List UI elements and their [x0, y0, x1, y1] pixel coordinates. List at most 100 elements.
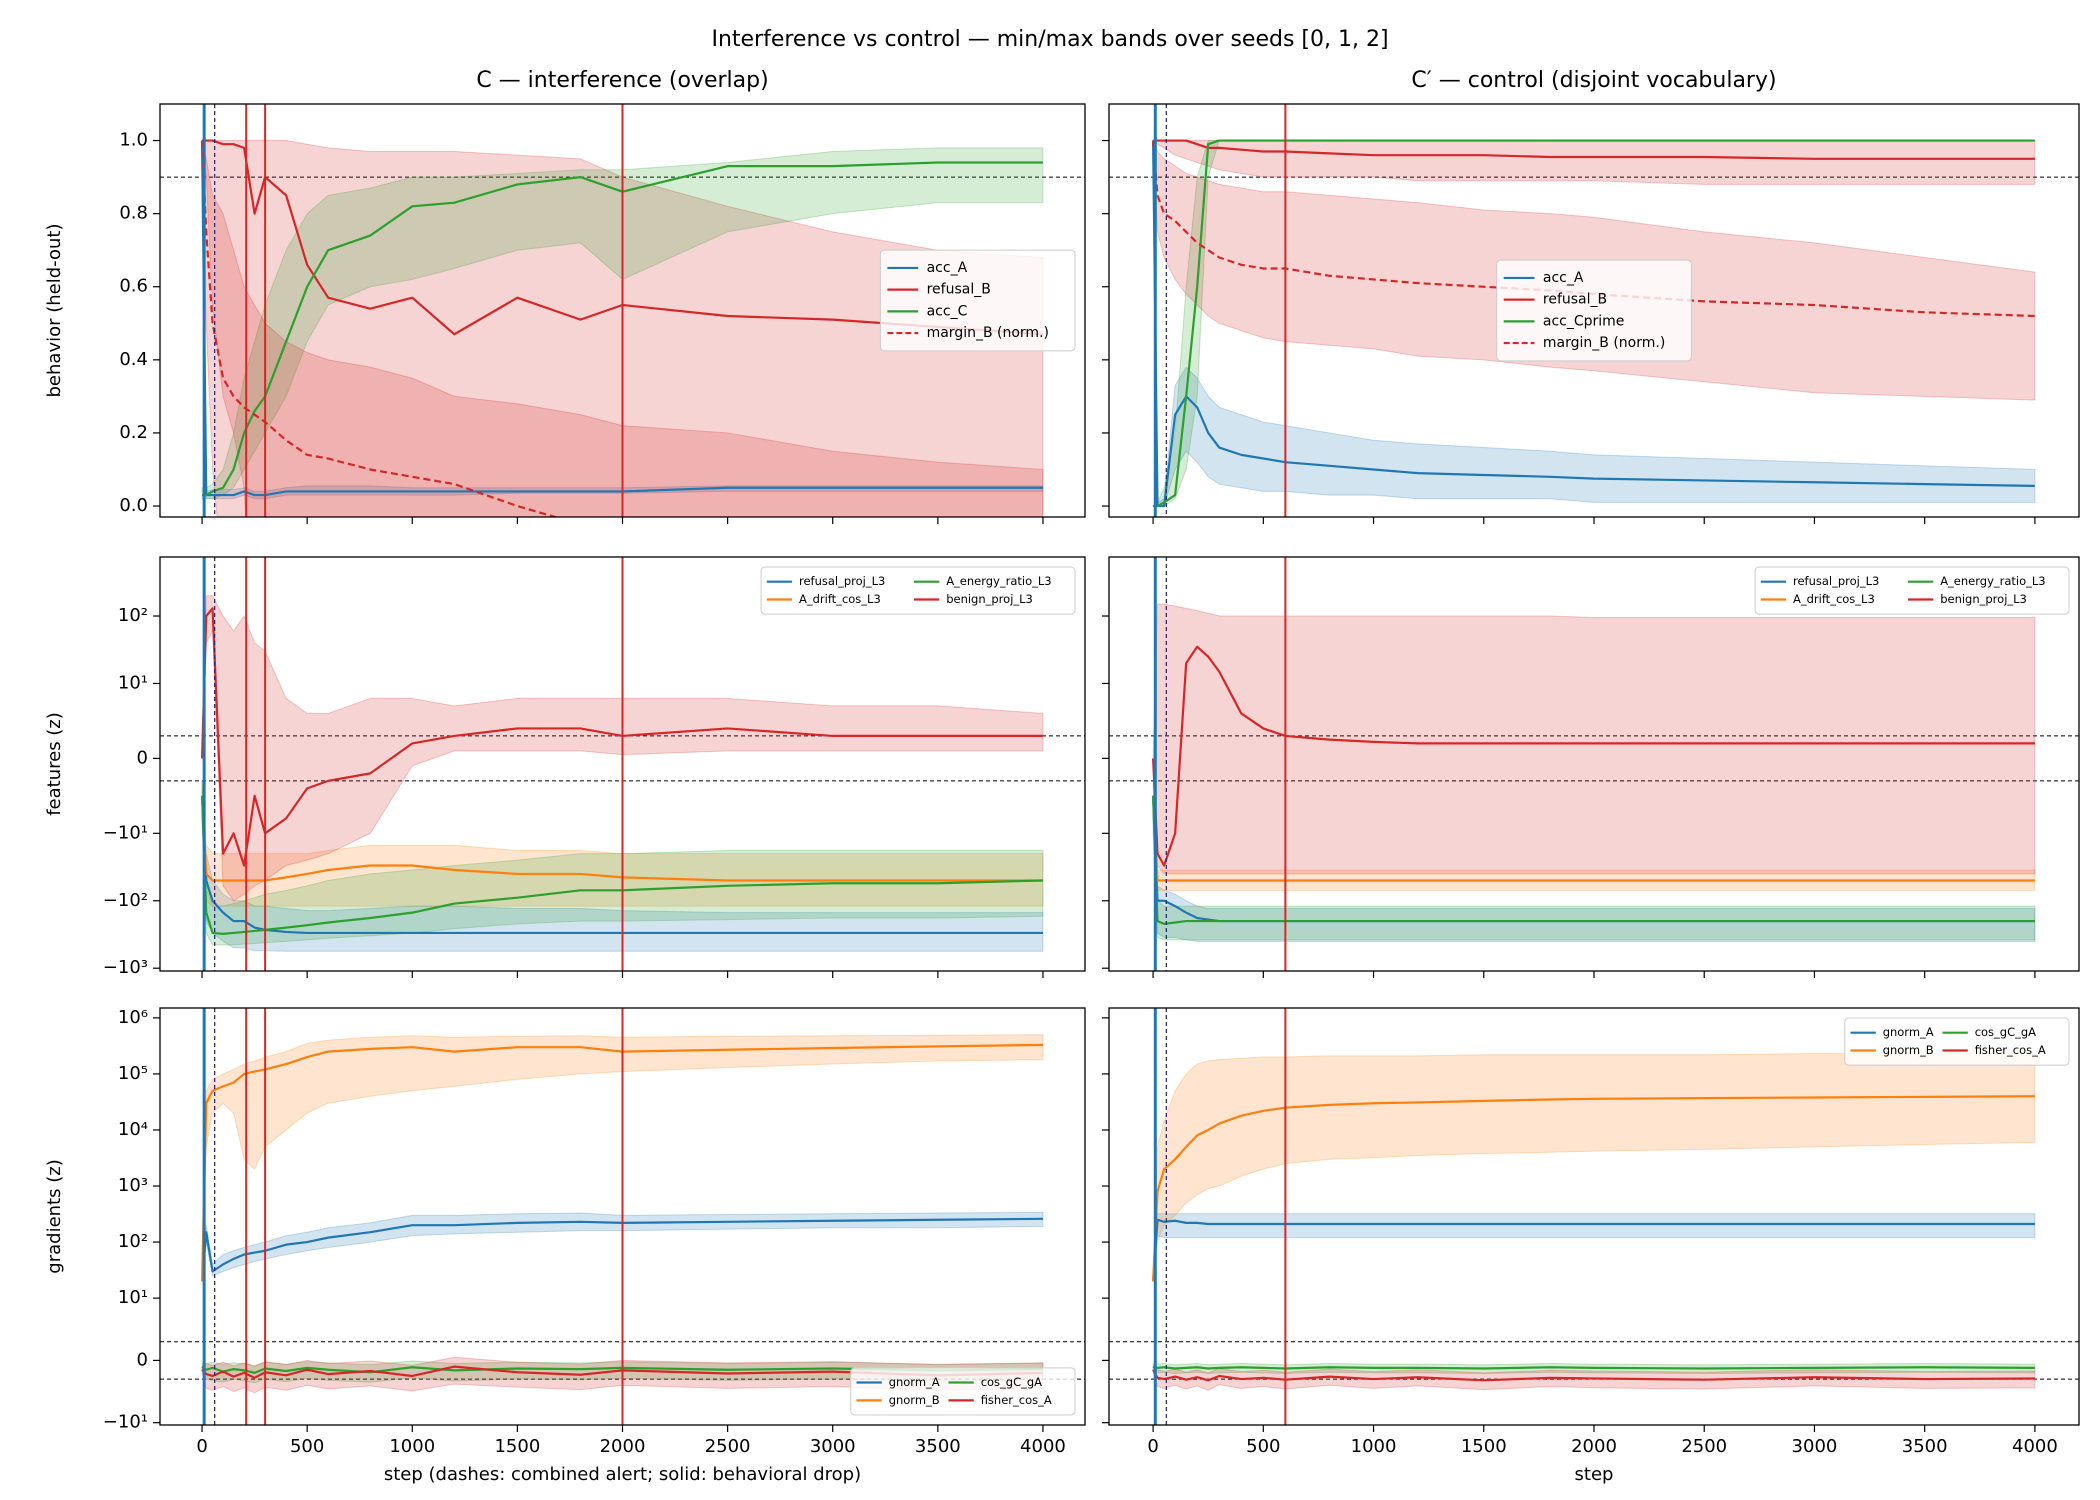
legend-label: margin_B (norm.)	[927, 325, 1049, 341]
panel: −10³ −10² −10¹ 0 10¹ 10² features (z) refusal_p…	[44, 556, 1086, 978]
axes-frame	[159, 1007, 1086, 1426]
x-tick-label: 1500	[494, 1436, 540, 1457]
y-tick-label: 10³	[118, 1175, 148, 1196]
axes-frame	[159, 103, 1086, 518]
panel: C′ — control (disjoint vocabulary) acc_Ar…	[1102, 68, 2080, 524]
y-tick-label: 0.0	[119, 495, 148, 516]
y-tick-label: 0.4	[119, 349, 148, 370]
x-axis-label: step	[1575, 1464, 1614, 1485]
legend-label: refusal_B	[927, 282, 991, 298]
legend-label: benign_proj_L3	[1940, 592, 2027, 606]
series-line	[200, 795, 1043, 882]
y-tick-label: 0.2	[119, 422, 148, 443]
min-max-band	[1152, 603, 2036, 875]
series-line	[202, 161, 1043, 497]
x-tick-label: 3500	[915, 1436, 961, 1457]
y-tick-label: 10⁵	[118, 1063, 148, 1084]
plot-area	[1109, 557, 2079, 971]
legend-label: A_drift_cos_L3	[1793, 592, 1875, 606]
y-tick-label: −10¹	[103, 1412, 148, 1433]
legend: refusal_proj_L3 A_drift_cos_L3 A_energy_ra…	[760, 566, 1076, 615]
legend-label: gnorm_B	[1883, 1043, 1934, 1057]
min-max-band	[201, 1034, 1044, 1282]
x-tick-label: 4000	[1020, 1436, 1066, 1457]
series-line	[201, 1365, 1043, 1374]
y-tick-label: −10³	[103, 957, 148, 978]
series-line	[200, 140, 1043, 497]
x-tick-label: 1000	[1351, 1436, 1397, 1457]
series-line	[200, 795, 1043, 935]
x-tick-label: 500	[1246, 1436, 1280, 1457]
series-line	[200, 140, 560, 517]
plot-area	[1109, 104, 2079, 517]
legend: acc_A refusal_B acc_Cprime margin_B (norm.)	[1496, 259, 1692, 362]
axes-frame	[159, 556, 1086, 972]
legend-label: gnorm_A	[889, 1375, 940, 1389]
x-tick-label: 3000	[810, 1436, 856, 1457]
panel-title: C — interference (overlap)	[476, 68, 768, 93]
plot-area	[160, 1008, 1085, 1425]
legend-box	[850, 1367, 1076, 1416]
y-tick-label: 10⁶	[118, 1007, 148, 1028]
min-max-band	[1151, 140, 2035, 507]
y-tick-label: 10²	[118, 1231, 148, 1252]
y-tick-label: 10²	[118, 605, 148, 626]
legend-label: A_energy_ratio_L3	[946, 574, 1051, 588]
legend-box	[760, 566, 1076, 615]
axes-frame	[1108, 103, 2080, 518]
panel-title: C′ — control (disjoint vocabulary)	[1411, 68, 1776, 93]
figure-title: Interference vs control — min/max bands …	[711, 27, 1388, 52]
y-tick-label: −10¹	[103, 822, 148, 843]
min-max-band	[1152, 795, 2036, 942]
legend: gnorm_A gnorm_B cos_gC_gA fisher_cos_A	[850, 1367, 1076, 1416]
x-tick-label: 2500	[1681, 1436, 1727, 1457]
y-tick-label: 0.8	[119, 203, 148, 224]
x-axis-label: step (dashes: combined alert; solid: beh…	[384, 1464, 861, 1485]
y-axis-label: gradients (z)	[44, 1159, 65, 1273]
panel: 0.0 0.2 0.4 0.6 0.8 1.0 C — interference (over…	[44, 68, 1086, 524]
y-tick-label: 0	[137, 747, 148, 768]
panel: refusal_proj_L3 A_drift_cos_L3 A_energy_ra…	[1102, 556, 2080, 978]
legend-label: refusal_proj_L3	[799, 574, 885, 588]
min-max-band	[1152, 795, 2036, 941]
legend-label: fisher_cos_A	[1975, 1043, 2046, 1057]
legend-label: acc_A	[927, 260, 968, 276]
legend-label: A_energy_ratio_L3	[1940, 574, 2045, 588]
legend-label: A_drift_cos_L3	[799, 592, 881, 606]
axes-frame	[1108, 556, 2080, 972]
legend-label: refusal_B	[1543, 292, 1607, 308]
legend-label: gnorm_A	[1883, 1025, 1934, 1039]
panel: 0 500 1000 1500 2000 2500 3000 3500 4000 step gnor…	[1102, 1007, 2080, 1485]
x-tick-label: 2500	[705, 1436, 751, 1457]
plot-area	[160, 104, 1085, 517]
x-tick-label: 0	[1147, 1436, 1158, 1457]
min-max-band	[1152, 1213, 2036, 1282]
legend: refusal_proj_L3 A_drift_cos_L3 A_energy_ra…	[1754, 566, 2070, 615]
series-line	[201, 1365, 1043, 1379]
x-tick-label: 500	[290, 1436, 324, 1457]
y-tick-label: 0.6	[119, 276, 148, 297]
axes-frame	[1108, 1007, 2080, 1426]
legend-box	[1496, 259, 1692, 362]
x-tick-label: 0	[196, 1436, 207, 1457]
legend-label: gnorm_B	[889, 1393, 940, 1407]
series-line	[200, 1043, 1043, 1282]
legend-label: refusal_proj_L3	[1793, 574, 1879, 588]
legend-box	[1754, 566, 2070, 615]
x-tick-label: 3000	[1792, 1436, 1838, 1457]
x-tick-label: 3500	[1902, 1436, 1948, 1457]
y-axis-label: behavior (held-out)	[44, 224, 65, 398]
legend-label: acc_A	[1543, 270, 1584, 286]
legend-box	[1844, 1017, 2070, 1066]
x-tick-label: 4000	[2012, 1436, 2058, 1457]
min-max-band	[1152, 1053, 2036, 1282]
panel: −10¹ 0 10¹ 10² 10³ 10⁴ 10⁵ 10⁶ 0 500 1000 1500 2000 2…	[44, 1007, 1086, 1485]
legend-label: benign_proj_L3	[946, 592, 1033, 606]
x-tick-label: 2000	[600, 1436, 646, 1457]
legend-label: acc_Cprime	[1543, 313, 1625, 329]
y-axis-label: features (z)	[44, 712, 65, 816]
plot-area	[160, 557, 1085, 971]
legend-label: cos_gC_gA	[981, 1375, 1042, 1389]
legend-label: acc_C	[927, 303, 968, 319]
